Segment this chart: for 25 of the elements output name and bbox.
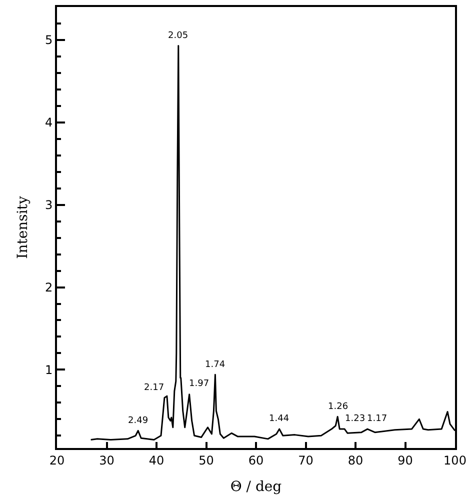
annotation: 1.97 — [189, 379, 210, 389]
x-tick-label: 40 — [148, 453, 164, 468]
y-axis-title: Intensity — [15, 196, 32, 259]
annotation: 1.44 — [269, 414, 290, 424]
y-tick-label: 1 — [44, 362, 53, 377]
x-tick-label: 60 — [248, 453, 264, 468]
x-tick-label: 100 — [444, 453, 466, 468]
annotation: 1.74 — [205, 360, 226, 370]
y-tick-label: 2 — [44, 280, 53, 294]
y-tick-label: 3 — [44, 198, 53, 212]
x-tick-label: 20 — [49, 453, 65, 468]
x-tick-label: 30 — [99, 453, 114, 468]
x-tick-label: 50 — [198, 453, 214, 468]
x-axis-title: Θ / deg — [230, 479, 282, 496]
annotation: 1.23 — [345, 414, 366, 424]
x-tick-label: 80 — [348, 453, 364, 468]
y-tick-label: 5 — [44, 33, 53, 48]
annotation: 2.49 — [128, 416, 148, 426]
x-tick-label: 90 — [398, 453, 413, 468]
x-tick-label: 70 — [298, 453, 314, 468]
annotation: 1.26 — [328, 402, 348, 412]
y-tick-label: 4 — [44, 116, 53, 130]
annotation: 2.17 — [144, 383, 164, 393]
annotation: 2.05 — [168, 31, 188, 41]
annotation: 1.17 — [367, 414, 388, 424]
